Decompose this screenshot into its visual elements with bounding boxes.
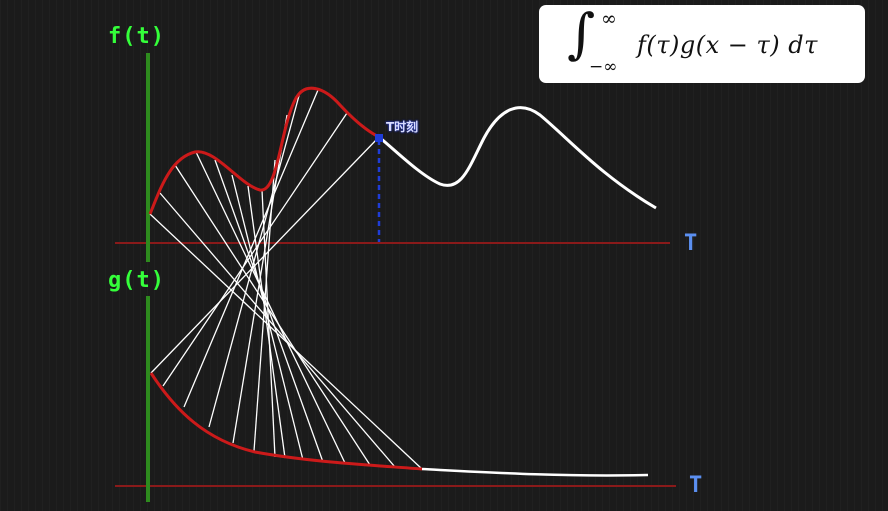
connector-line — [174, 164, 371, 466]
g-axis-label: g(t) — [108, 268, 165, 293]
connector-line — [149, 213, 423, 470]
connector-line — [261, 189, 276, 458]
f-curve-remaining — [378, 106, 657, 210]
connector-line — [232, 114, 288, 444]
integral-upper-limit: ∞ — [601, 8, 617, 30]
g-curve-highlighted — [149, 372, 423, 471]
g-curve-remaining — [421, 467, 649, 477]
convolution-formula: ∫ ∞ −∞ f(τ)g(x − τ) dτ — [539, 5, 865, 83]
integral-sign: ∫ — [567, 2, 596, 65]
connector-line — [162, 112, 348, 387]
connector-line — [214, 159, 324, 463]
connector-line — [183, 89, 319, 408]
connector-line — [150, 136, 380, 374]
tau-label-bottom: T — [689, 473, 703, 498]
integral-lower-limit: −∞ — [589, 57, 618, 77]
connector-line — [195, 151, 346, 464]
connector-line — [231, 174, 304, 461]
integrand-expression: f(τ)g(x − τ) dτ — [637, 31, 818, 59]
connector-line — [159, 192, 396, 468]
tau-label-top: T — [684, 231, 698, 256]
connector-lines — [149, 89, 423, 470]
f-curve-highlighted — [148, 86, 380, 215]
connector-line — [208, 91, 301, 428]
t-moment-label: T时刻 — [386, 120, 419, 134]
connector-line — [247, 185, 286, 459]
t-marker-point — [375, 134, 383, 142]
f-axis-label: f(t) — [108, 24, 165, 49]
